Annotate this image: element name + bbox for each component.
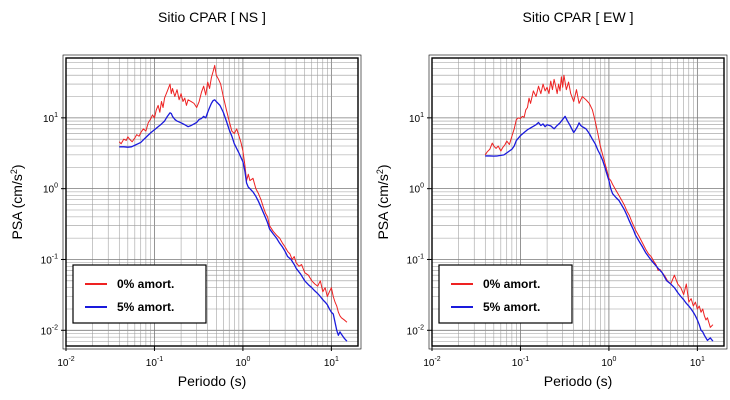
chart-title: Sitio CPAR [ EW ] xyxy=(523,9,634,25)
x-tick-label: 100 xyxy=(601,356,616,369)
y-tick-label: 10-2 xyxy=(41,324,58,337)
x-tick-label: 10-1 xyxy=(146,356,163,369)
legend: 0% amort. 5% amort. xyxy=(438,264,573,324)
legend-label: 5% amort. xyxy=(483,300,540,314)
x-axis-label: Periodo (s) xyxy=(544,373,612,389)
series-line-red xyxy=(484,74,714,328)
x-tick-label: 10-2 xyxy=(57,356,74,369)
series-line-blue xyxy=(485,115,714,342)
plot-frame xyxy=(65,57,359,347)
series-line-red xyxy=(118,64,348,323)
x-tick-label: 10-1 xyxy=(512,356,529,369)
legend-box xyxy=(72,264,207,324)
x-tick-label: 10-2 xyxy=(423,356,440,369)
x-tick-label: 100 xyxy=(235,356,250,369)
chart-panel-2: 10-2 10-1 100 101 10-2 10-1 100 101 Sitio CPAR [… xyxy=(375,9,728,389)
legend: 0% amort. 5% amort. xyxy=(72,264,207,324)
legend-label: 0% amort. xyxy=(117,277,174,291)
legend-label: 0% amort. xyxy=(483,277,540,291)
y-axis-label: PSA (cm/s2) xyxy=(9,164,25,239)
y-tick-label: 101 xyxy=(409,112,424,125)
plot-frame-outer xyxy=(62,54,362,350)
plot-frame xyxy=(431,57,725,347)
y-tick-label: 10-2 xyxy=(407,324,424,337)
y-tick-label: 10-1 xyxy=(407,253,424,266)
y-tick-label: 100 xyxy=(409,183,424,196)
legend-label: 5% amort. xyxy=(117,300,174,314)
x-tick-label: 101 xyxy=(324,356,339,369)
legend-box xyxy=(438,264,573,324)
y-tick-label: 10-1 xyxy=(41,253,58,266)
y-tick-label: 100 xyxy=(43,183,58,196)
plot-frame-outer xyxy=(428,54,728,350)
y-tick-label: 101 xyxy=(43,112,58,125)
y-axis-label: PSA (cm/s2) xyxy=(375,164,391,239)
chart-title: Sitio CPAR [ NS ] xyxy=(158,9,266,25)
x-axis-label: Periodo (s) xyxy=(178,373,246,389)
x-tick-label: 101 xyxy=(690,356,705,369)
chart-panel-1: 10-2 10-1 100 101 10-2 10-1 100 101 Sitio CPAR [… xyxy=(9,9,362,389)
series-line-blue xyxy=(119,99,348,342)
